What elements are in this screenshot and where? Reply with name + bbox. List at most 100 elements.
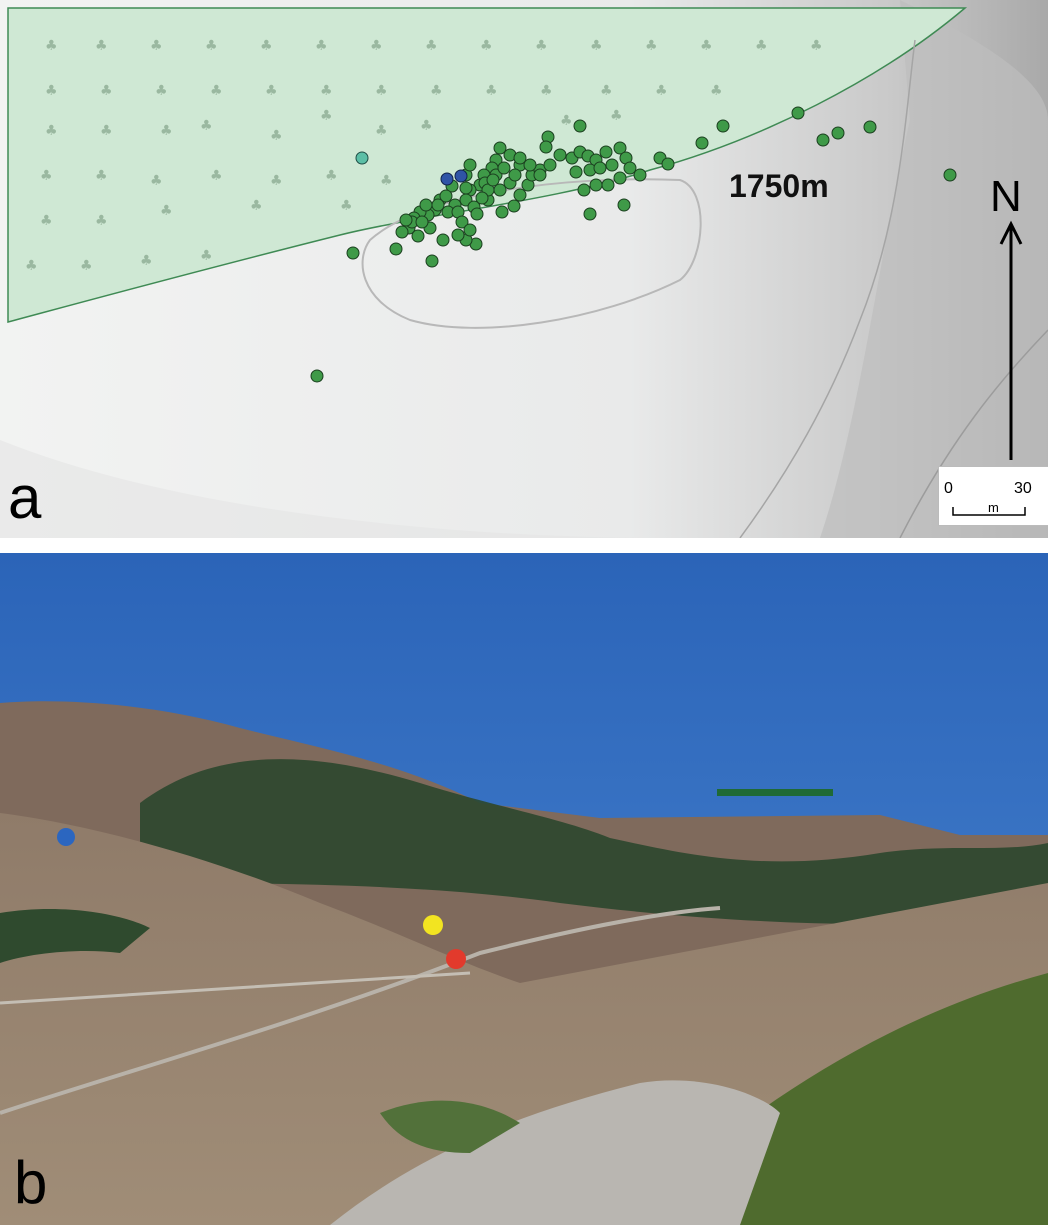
tree-icon: ♣ [325,168,338,184]
tree-icon: ♣ [200,248,213,264]
point-green [623,161,637,175]
marker-red [446,949,466,969]
point-green [475,191,489,205]
tree-icon: ♣ [45,123,58,139]
tree-icon: ♣ [265,83,278,99]
point-green [589,178,603,192]
map-panel: ♣ ♣ ♣ ♣ ♣ ♣ ♣ ♣ ♣ ♣ ♣ ♣ ♣ ♣ ♣ ♣ ♣ ♣ ♣ ♣ ♣ ♣ ♣ ♣ ♣ ♣ ♣ ♣ ♣ ♣ ♣ ♣ ♣ ♣ ♣ ♣ ♣ ♣ ♣ ♣… [0,0,1048,538]
tree-icon: ♣ [95,168,108,184]
contour-line [899,329,1048,538]
point-green [395,225,409,239]
point-green [310,369,324,383]
point-green [943,168,957,182]
tree-icon: ♣ [755,38,768,54]
conifer-patch [0,908,150,963]
scale-max: 30 [1014,480,1032,497]
point-green [346,246,360,260]
forest-tree-symbols: ♣ ♣ ♣ ♣ ♣ ♣ ♣ ♣ ♣ ♣ ♣ ♣ ♣ ♣ ♣ ♣ ♣ ♣ ♣ ♣ ♣ ♣ ♣ ♣ ♣ ♣ ♣ ♣ ♣ ♣ ♣ ♣ ♣ ♣ ♣ ♣ ♣ ♣ ♣ ♣… [25,38,823,274]
map-canvas: ♣ ♣ ♣ ♣ ♣ ♣ ♣ ♣ ♣ ♣ ♣ ♣ ♣ ♣ ♣ ♣ ♣ ♣ ♣ ♣ ♣ ♣ ♣ ♣ ♣ ♣ ♣ ♣ ♣ ♣ ♣ ♣ ♣ ♣ ♣ ♣ ♣ ♣ ♣ ♣… [0,0,1048,538]
survey-points [310,106,957,383]
point-green [513,151,527,165]
tree-icon: ♣ [560,113,573,129]
point-blue [440,172,454,186]
tree-icon: ♣ [210,83,223,99]
tree-icon: ♣ [600,83,613,99]
marker-yellow [423,915,443,935]
point-green [497,161,511,175]
tree-icon: ♣ [700,38,713,54]
point-green [459,181,473,195]
point-green [577,183,591,197]
landscape-photo-panel: b [0,553,1048,1225]
point-green [389,242,403,256]
tree-icon: ♣ [270,128,283,144]
point-green [583,207,597,221]
tree-icon: ♣ [375,83,388,99]
point-green [495,205,509,219]
point-green [451,228,465,242]
tree-icon: ♣ [25,258,38,274]
point-green [470,207,484,221]
tree-icon: ♣ [100,83,113,99]
point-green [569,165,583,179]
tree-icon: ♣ [645,38,658,54]
tree-icon: ♣ [160,203,173,219]
conifer-forest [140,759,1048,924]
point-green [486,173,500,187]
point-green [523,158,537,172]
scale-bar [938,466,1048,526]
point-green [633,168,647,182]
point-green [399,213,413,227]
tree-icon: ♣ [200,118,213,134]
tree-icon: ♣ [540,83,553,99]
tree-icon: ♣ [655,83,668,99]
point-green [543,158,557,172]
landscape-photo [0,553,1048,1225]
north-label: N [990,172,1022,221]
marker-green-bar [717,789,833,796]
tree-icon: ♣ [610,108,623,124]
point-green [695,136,709,150]
tree-icon: ♣ [150,38,163,54]
point-green [493,141,507,155]
tree-icon: ♣ [260,38,273,54]
point-green [415,215,429,229]
shrub-foreground [380,1100,520,1153]
tree-icon: ♣ [430,83,443,99]
point-green [507,199,521,213]
contour-line [739,39,916,538]
tree-icon: ♣ [210,168,223,184]
point-green [553,148,567,162]
point-green [791,106,805,120]
scale-unit: m [988,500,999,515]
hillshade-slope [820,0,1048,538]
point-green [617,198,631,212]
point-green [863,120,877,134]
tree-icon: ♣ [340,198,353,214]
point-green [573,119,587,133]
tree-icon: ♣ [160,123,173,139]
point-green [508,168,522,182]
panel-letter-b: b [14,1149,48,1216]
tree-icon: ♣ [480,38,493,54]
tree-icon: ♣ [380,173,393,189]
point-green [601,178,615,192]
mountain-road [0,971,471,1005]
point-green [661,157,675,171]
point-green [533,168,547,182]
point-green [599,145,613,159]
tree-icon: ♣ [425,38,438,54]
point-green [716,119,730,133]
point-green [593,161,607,175]
point-green [436,233,450,247]
tree-icon: ♣ [315,38,328,54]
tree-icon: ♣ [270,173,283,189]
point-green [605,158,619,172]
point-blue [454,169,468,183]
tree-icon: ♣ [155,83,168,99]
point-green [463,158,477,172]
point-green [613,171,627,185]
tree-icon: ♣ [710,83,723,99]
point-green [513,188,527,202]
point-green [425,254,439,268]
